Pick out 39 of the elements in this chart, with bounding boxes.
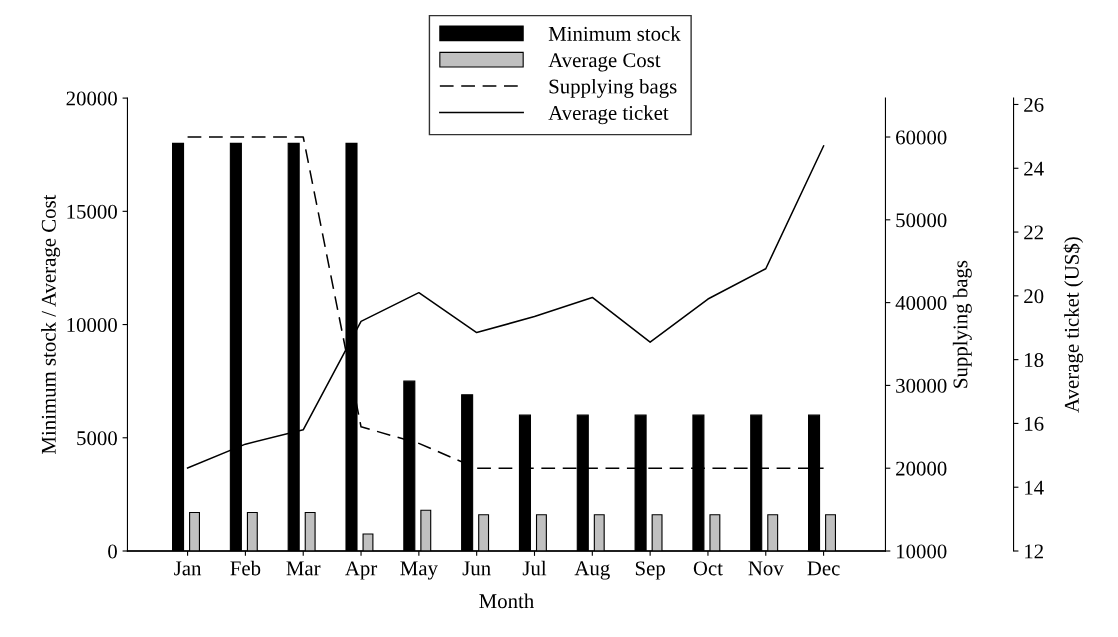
y2-tick-label: 30000 xyxy=(896,378,947,393)
legend-label: Average Cost xyxy=(548,53,661,72)
x-tick-label: Mar xyxy=(286,561,321,576)
x-tick-label: Jul xyxy=(522,560,547,576)
y-tick-label: 10000 xyxy=(67,317,117,332)
y3-tick-label: 16 xyxy=(1025,416,1044,431)
y-tick-label: 20000 xyxy=(66,91,117,106)
x-tick-label: Jun xyxy=(462,561,491,576)
y-axis-title: Minimum stock / Average Cost xyxy=(41,194,61,454)
y2-tick-label: 60000 xyxy=(896,130,947,145)
x-tick-label: Dec xyxy=(807,561,840,576)
legend-label: Supplying bags xyxy=(549,78,677,98)
y3-tick-label: 26 xyxy=(1024,97,1044,112)
legend-label: Average ticket xyxy=(548,105,669,125)
x-tick-label: Jan xyxy=(174,561,202,576)
y3-tick-label: 24 xyxy=(1024,161,1044,176)
y-tick-label: 5000 xyxy=(77,431,117,446)
x-tick-label: Feb xyxy=(230,560,261,576)
x-tick-label: Apr xyxy=(345,561,378,580)
y2-axis-title: Supplying bags xyxy=(952,260,972,388)
y-tick-label: 0 xyxy=(108,544,117,559)
y2-tick-label: 20000 xyxy=(896,461,947,476)
legend-label: Minimum stock xyxy=(548,26,681,41)
y3-tick-label: 12 xyxy=(1025,544,1043,559)
y2-tick-label: 40000 xyxy=(895,295,947,311)
y2-tick-label: 50000 xyxy=(896,213,947,228)
y3-tick-label: 20 xyxy=(1024,289,1044,304)
x-tick-label: Oct xyxy=(693,561,723,576)
y3-axis-title: Average ticket (US$) xyxy=(1063,237,1084,413)
x-tick-label: Aug xyxy=(574,561,610,580)
x-tick-label: May xyxy=(400,561,438,580)
x-axis-title: Month xyxy=(479,593,534,609)
y3-tick-label: 18 xyxy=(1025,353,1044,368)
y-tick-label: 15000 xyxy=(67,204,117,219)
y2-tick-label: 10000 xyxy=(897,544,947,559)
x-tick-label: Nov xyxy=(748,561,784,576)
x-tick-label: Sep xyxy=(635,561,665,580)
y3-tick-label: 22 xyxy=(1024,225,1043,240)
y3-tick-label: 14 xyxy=(1025,480,1044,495)
